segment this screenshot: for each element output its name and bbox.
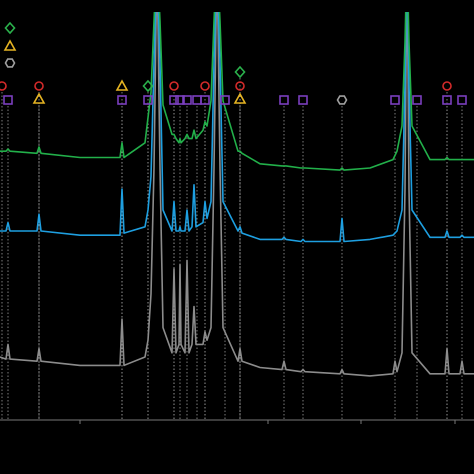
square-marker xyxy=(390,95,400,105)
circle-marker xyxy=(200,81,210,91)
triangle-marker xyxy=(115,79,129,91)
square-marker xyxy=(412,95,422,105)
guide-lines xyxy=(1,78,463,420)
square-marker xyxy=(279,95,289,105)
hexagon-marker xyxy=(336,95,348,105)
square-marker xyxy=(3,95,13,105)
square-marker xyxy=(298,95,308,105)
triangle-marker xyxy=(3,39,17,51)
square-marker xyxy=(220,95,230,105)
circle-marker xyxy=(235,81,245,91)
spectrum-line xyxy=(0,12,474,243)
square-marker xyxy=(457,95,467,105)
square-marker xyxy=(200,95,210,105)
triangle-marker xyxy=(233,92,247,104)
circle-marker xyxy=(34,81,44,91)
hexagon-marker xyxy=(4,58,16,68)
circle-marker xyxy=(169,81,179,91)
circle-marker xyxy=(442,81,452,91)
spectrum-line xyxy=(0,12,474,171)
square-marker xyxy=(175,95,185,105)
phase-markers xyxy=(0,21,467,105)
spectra xyxy=(0,12,474,377)
diamond-marker xyxy=(142,79,154,93)
square-marker xyxy=(169,95,179,105)
x-axis xyxy=(0,419,474,424)
square-marker xyxy=(182,95,192,105)
square-marker xyxy=(117,95,127,105)
diamond-marker xyxy=(234,65,246,79)
triangle-marker xyxy=(32,92,46,104)
circle-marker xyxy=(0,81,7,91)
diamond-marker xyxy=(4,21,16,35)
square-marker xyxy=(442,95,452,105)
square-marker xyxy=(143,95,153,105)
spectrum-line xyxy=(0,12,474,377)
